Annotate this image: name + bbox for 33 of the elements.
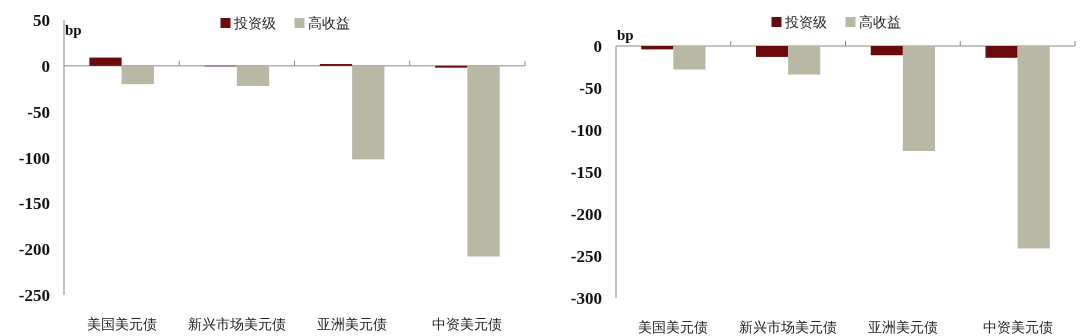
y-tick-label: -150 — [570, 163, 602, 182]
x-tick-label: 新兴市场美元债 — [739, 319, 838, 335]
bar — [121, 65, 154, 85]
y-tick-label: -250 — [18, 286, 50, 305]
bar — [236, 65, 270, 86]
bar — [352, 65, 385, 160]
legend-label: 投资级 — [232, 15, 276, 31]
y-tick-label: 50 — [33, 11, 50, 30]
y-axis-title: bp — [617, 27, 634, 43]
x-tick-label: 中资美元债 — [432, 316, 503, 332]
y-tick-label: -150 — [18, 194, 50, 214]
x-tick-label: 美国美元债 — [638, 319, 709, 335]
legend-label: 高收益 — [858, 14, 901, 30]
legend-label: 高收益 — [307, 15, 350, 31]
bar — [89, 57, 122, 66]
x-tick-label: 亚洲美元债 — [867, 319, 938, 335]
y-tick-label: -300 — [570, 289, 602, 308]
x-tick-label: 美国美元债 — [86, 316, 157, 332]
legend-label: 投资级 — [783, 14, 827, 30]
y-axis-title: bp — [65, 22, 82, 38]
x-tick-label: 中资美元债 — [982, 319, 1053, 335]
y-tick-label: -50 — [27, 102, 50, 122]
y-tick-label: 0 — [593, 37, 602, 56]
y-tick-label: -100 — [570, 121, 602, 140]
bar — [467, 65, 500, 257]
y-tick-label: -50 — [579, 79, 602, 98]
y-tick-label: -200 — [570, 205, 602, 224]
x-tick-label: 新兴市场美元债 — [187, 316, 286, 332]
y-tick-label: -200 — [18, 240, 50, 260]
y-tick-label: -100 — [18, 148, 50, 168]
y-tick-label: -250 — [570, 247, 602, 266]
y-tick-label: 0 — [41, 56, 50, 76]
x-tick-label: 亚洲美元债 — [317, 316, 388, 332]
